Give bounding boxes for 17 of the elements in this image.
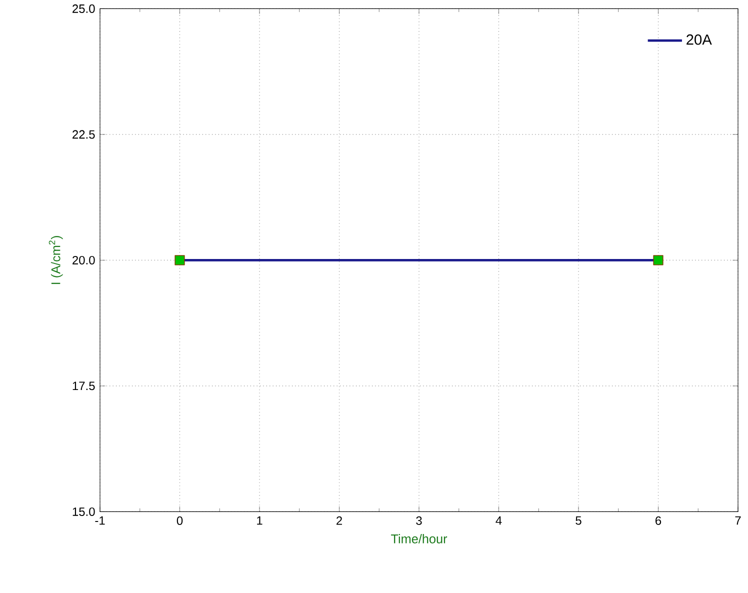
x-tick-label: 0 [176,516,183,525]
x-axis-title: Time/hour [391,534,448,544]
x-tick-label: 4 [496,516,502,525]
y-tick-label: 20.0 [72,256,95,264]
x-tick-label: 2 [336,516,342,525]
y-axis-title: I (A/cm$^{2}$) [48,236,63,284]
y-tick-label: 25.0 [72,4,95,13]
legend-label: 20A [686,34,712,45]
y-tick-label: 22.5 [72,130,95,139]
y-tick-label: 17.5 [72,382,95,390]
x-tick-label: 1 [257,516,262,525]
x-tick-label: 5 [576,516,582,525]
y-tick-label: 15.0 [72,507,95,516]
x-tick-label: 7 [735,516,741,525]
x-tick-label: 6 [656,516,662,525]
x-tick-label: 3 [416,516,422,525]
x-tick-label: -1 [95,516,105,525]
